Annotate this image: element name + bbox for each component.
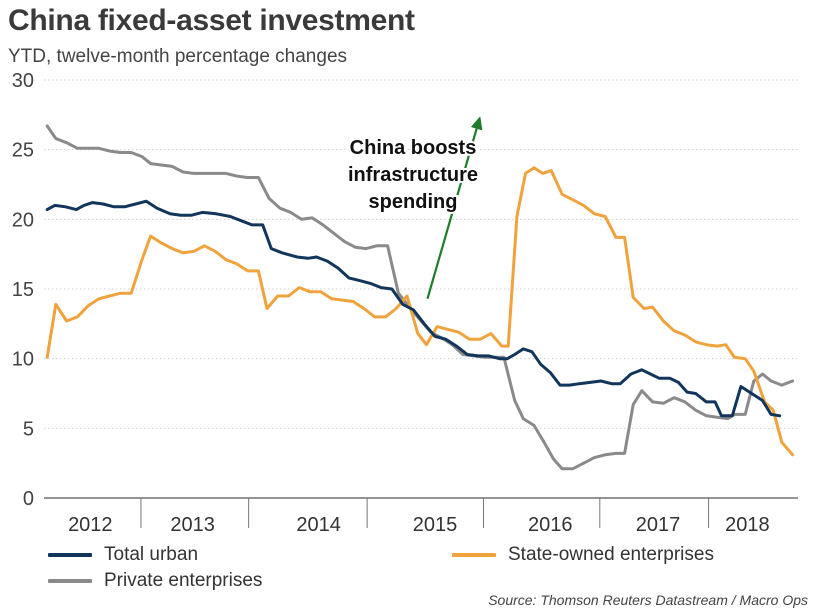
x-tick-label-2014: 2014 bbox=[296, 514, 341, 536]
legend-swatch-private bbox=[48, 579, 92, 583]
legend-label-state-owned: State-owned enterprises bbox=[508, 544, 714, 565]
x-tick-label-2016: 2016 bbox=[528, 514, 573, 536]
y-tick-label-15: 15 bbox=[12, 279, 34, 301]
y-tick-label-30: 30 bbox=[12, 70, 34, 92]
legend-swatch-total-urban bbox=[48, 553, 92, 557]
y-tick-label-25: 25 bbox=[12, 140, 34, 162]
chart-title: China fixed-asset investment bbox=[8, 4, 415, 37]
legend-swatch-state-owned bbox=[452, 553, 496, 557]
y-tick-label-10: 10 bbox=[12, 349, 34, 371]
legend-label-private: Private enterprises bbox=[104, 570, 263, 591]
gridlines bbox=[44, 79, 798, 429]
series-line-state-owned bbox=[45, 166, 795, 457]
y-tick-label-5: 5 bbox=[23, 418, 34, 440]
legend-label-total-urban: Total urban bbox=[104, 544, 199, 565]
y-tick-label-0: 0 bbox=[23, 488, 34, 510]
x-tick-label-2018: 2018 bbox=[725, 514, 770, 536]
legend-item-total-urban: Total urban bbox=[48, 544, 198, 566]
axes: 0 5 10 15 20 25 30 2012 2013 2014 2015 2016 2017 2018 bbox=[12, 70, 798, 536]
y-tick-label-20: 20 bbox=[12, 209, 34, 231]
legend-item-state-owned: State-owned enterprises bbox=[452, 544, 714, 566]
series-lines bbox=[45, 124, 795, 471]
chart-subtitle: YTD, twelve-month percentage changes bbox=[8, 46, 348, 67]
x-tick-label-2013: 2013 bbox=[170, 514, 215, 536]
annotation-arrow-shaft bbox=[426, 128, 478, 300]
annotation-text-line-2: spending bbox=[369, 191, 458, 213]
source-note: Source: Thomson Reuters Datastream / Mac… bbox=[488, 592, 808, 608]
x-tick-label-2012: 2012 bbox=[68, 514, 113, 536]
series-line-total-urban bbox=[45, 199, 782, 418]
annotation: China boosts infrastructure spending bbox=[346, 116, 483, 300]
x-tick-label-2017: 2017 bbox=[636, 514, 681, 536]
annotation-text-line-0: China boosts bbox=[350, 137, 477, 159]
annotation-text-line-1: infrastructure bbox=[348, 164, 478, 186]
annotation-arrow-head bbox=[470, 116, 483, 131]
x-tick-label-2015: 2015 bbox=[413, 514, 458, 536]
legend-item-private: Private enterprises bbox=[48, 570, 262, 592]
